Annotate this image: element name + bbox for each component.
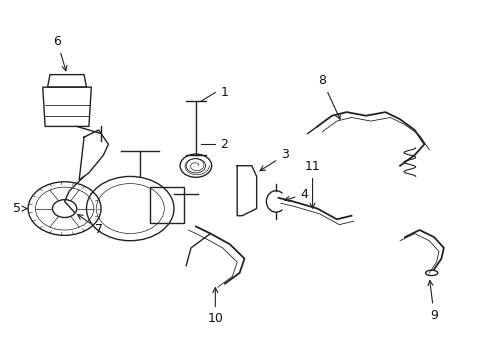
Text: 1: 1 (220, 86, 227, 99)
Text: 8: 8 (318, 74, 340, 119)
Text: 10: 10 (207, 288, 223, 325)
Text: 2: 2 (220, 138, 227, 151)
Text: 4: 4 (284, 188, 307, 201)
Text: 5: 5 (13, 202, 27, 215)
Text: 6: 6 (53, 35, 67, 71)
Text: 9: 9 (427, 280, 437, 321)
Text: 7: 7 (78, 215, 102, 236)
Text: 3: 3 (260, 148, 288, 171)
Text: 11: 11 (304, 160, 320, 208)
